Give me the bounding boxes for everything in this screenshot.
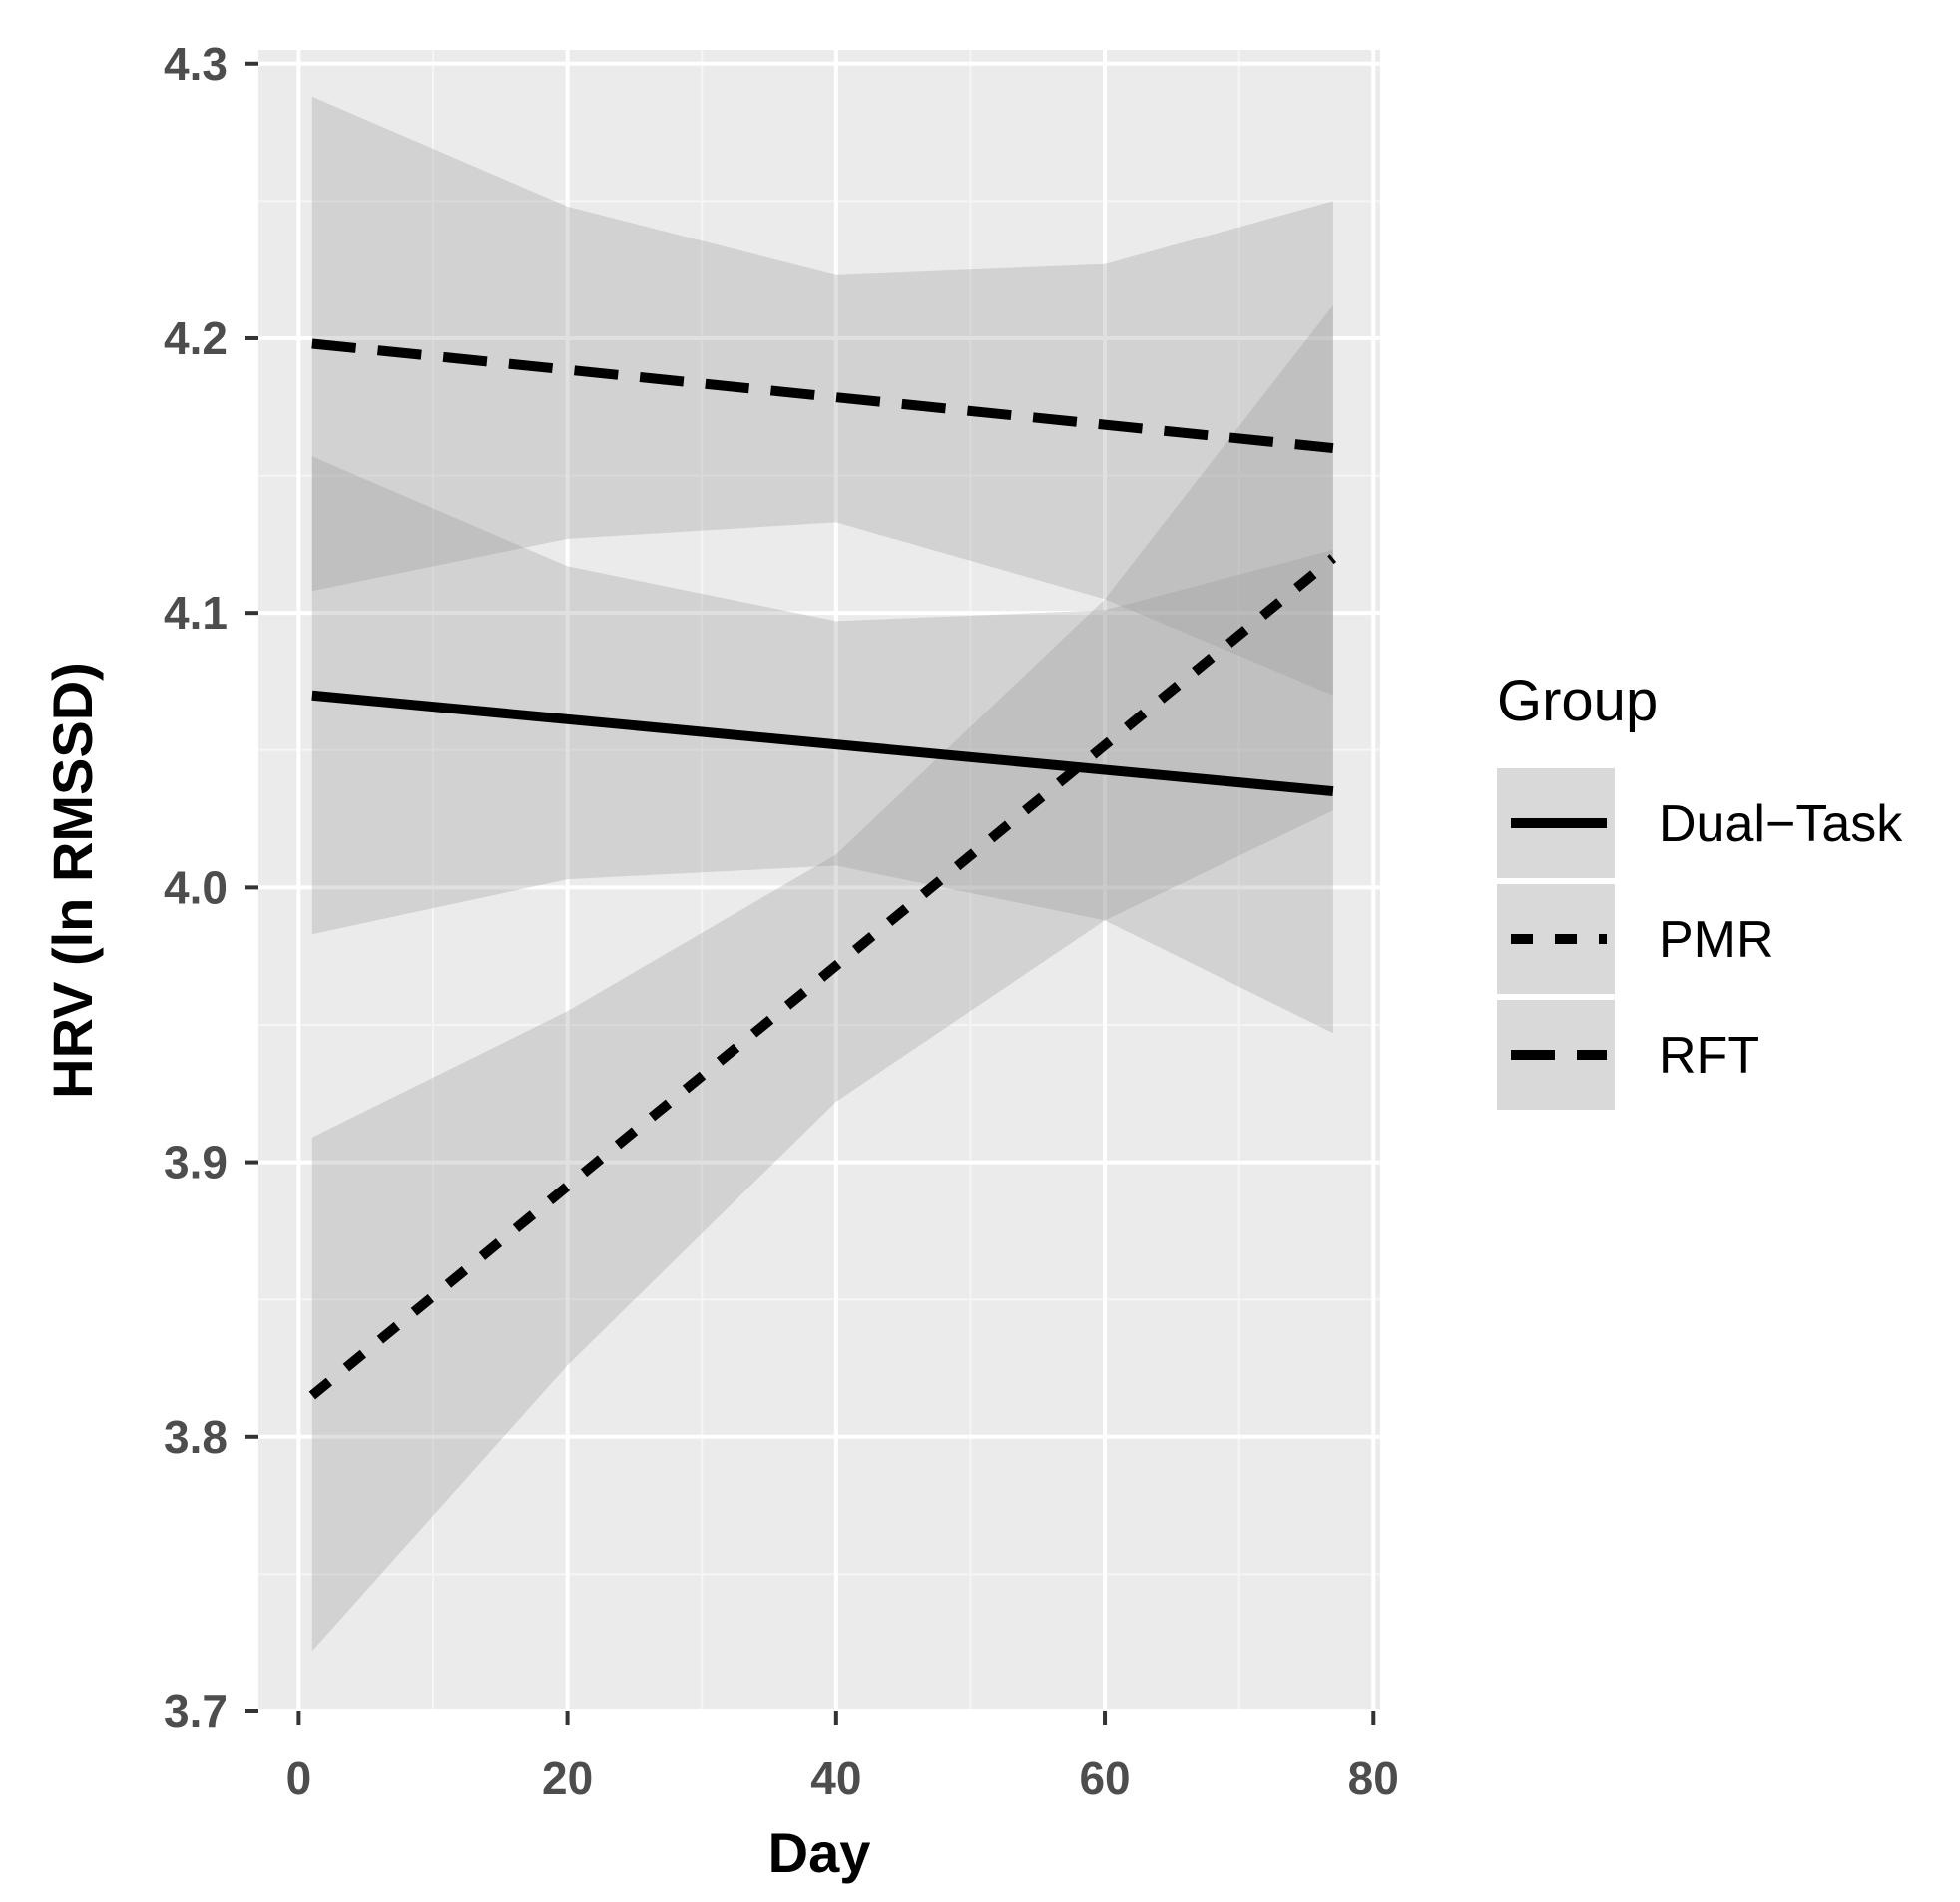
- axes: 0 20 40 60 80 3.7 3.8 3.9 4.0 4.1 4.2 4.3: [164, 38, 1399, 1804]
- grid-major: [258, 50, 1380, 1713]
- y-tick-label: 4.0: [164, 861, 228, 913]
- legend: Group Dual−Task PMR RFT: [1497, 669, 1903, 1110]
- x-tick-label: 80: [1348, 1752, 1399, 1804]
- y-tick-label: 4.3: [164, 38, 228, 90]
- y-tick-label: 3.9: [164, 1137, 228, 1189]
- series-line-0: [311, 690, 1334, 797]
- y-tick-label: 4.2: [164, 312, 228, 364]
- x-tick-label: 60: [1079, 1752, 1130, 1804]
- x-tick-label: 40: [810, 1752, 861, 1804]
- y-axis-title: HRV (ln RMSSD): [41, 662, 104, 1099]
- x-tick-label: 0: [286, 1752, 312, 1804]
- legend-label-2: RFT: [1659, 1027, 1759, 1085]
- y-tick-label: 3.8: [164, 1411, 228, 1463]
- y-tick-label: 3.7: [164, 1685, 228, 1737]
- series-line-1: [308, 554, 1337, 1400]
- series-lines: [308, 338, 1337, 1400]
- y-tick-label: 4.1: [164, 587, 228, 639]
- x-axis-title: Day: [768, 1821, 871, 1884]
- legend-label-0: Dual−Task: [1659, 795, 1903, 853]
- x-tick-label: 20: [542, 1752, 593, 1804]
- panel-background: [258, 50, 1380, 1711]
- series-line-2: [311, 338, 1334, 454]
- grid-minor: [258, 50, 1380, 1711]
- legend-label-1: PMR: [1659, 911, 1774, 969]
- legend-title: Group: [1497, 669, 1658, 733]
- confidence-band-2: [311, 96, 1333, 696]
